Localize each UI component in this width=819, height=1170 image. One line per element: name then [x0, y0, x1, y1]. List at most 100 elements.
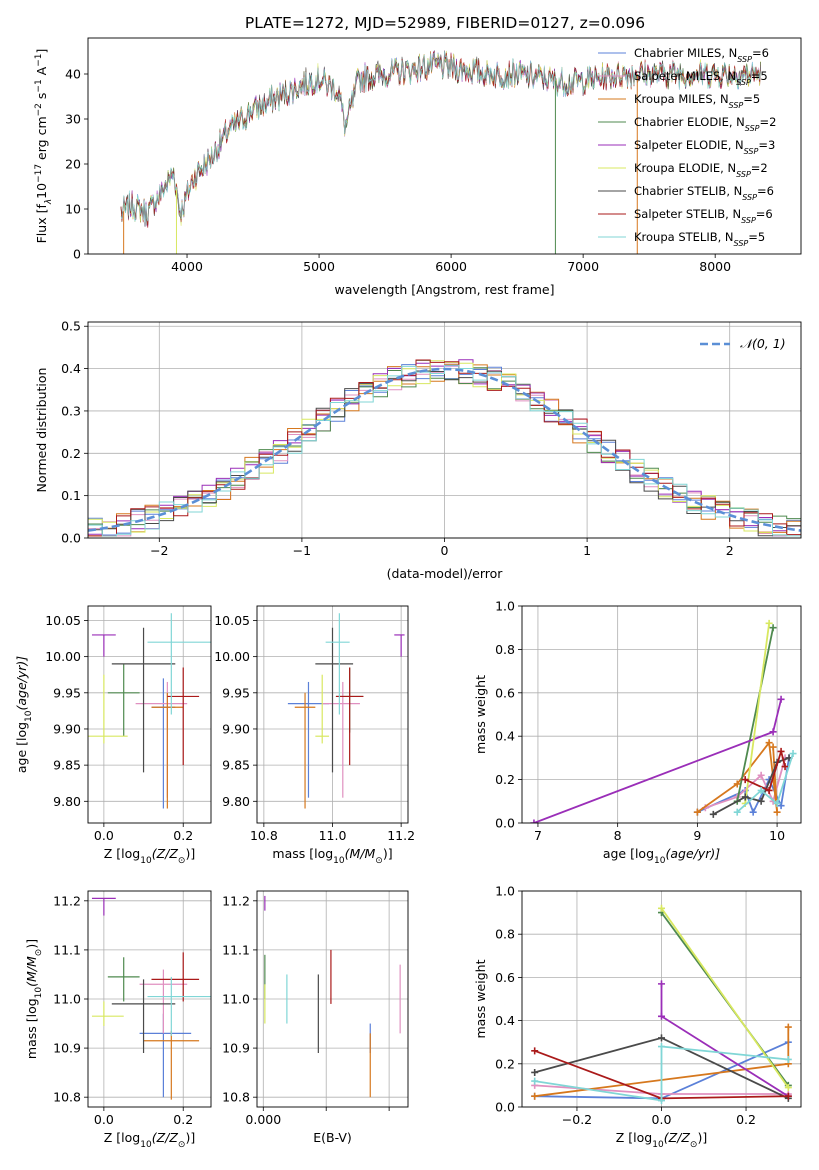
x-tick-label: 5000: [303, 259, 335, 274]
errorbar-point: [167, 667, 200, 766]
y-tick-label: 0.4: [495, 729, 515, 744]
errorbars: [91, 897, 211, 1100]
weight-marker: [777, 747, 785, 755]
errorbars: [88, 613, 211, 809]
errorbar-point: [294, 692, 316, 809]
y-tick-label: 9.80: [53, 794, 81, 809]
weight-marker: [777, 695, 785, 703]
y-tick-label: 0.8: [495, 642, 515, 657]
weight-series-line: [660, 983, 789, 1097]
errorbar-point: [107, 663, 140, 737]
y-tick-label: 11.0: [53, 992, 81, 1007]
y-tick-label: 11.0: [222, 992, 250, 1007]
x-tick-label: 0.2: [173, 1112, 193, 1127]
spectrum-lines: [120, 50, 761, 254]
errorbar-point: [147, 613, 211, 715]
histograms: [88, 359, 801, 537]
y-tick-label: 10.00: [214, 649, 250, 664]
legend-label: Chabrier ELODIE, NSSP=2: [634, 115, 776, 133]
residuals-panel: −2 −1 0 1 2 0.0 0.1 0.2 0.3 0.4 0.5 (data-model)/er…: [34, 319, 802, 581]
weight-marker: [769, 728, 777, 736]
y-tick-label: 0.2: [495, 772, 515, 787]
weight-marker: [530, 819, 538, 823]
y-tick-label: 0.5: [61, 319, 81, 334]
weight-marker: [709, 810, 717, 818]
y-tick-label: 20: [65, 157, 81, 172]
y-tick-label: 0.8: [495, 927, 515, 942]
x-tick-label: 8000: [699, 259, 731, 274]
age-vs-metallicity-panel: 0.0 0.2 9.80 9.85 9.90 9.95 10.00 10.05 Z [log10…: [14, 605, 212, 866]
y-tick-label: 0.4: [61, 361, 81, 376]
axes-frame: [87, 605, 212, 824]
weight-marker: [777, 802, 785, 810]
y-axis-label: mass weight: [473, 675, 488, 754]
y-tick-label: 10.8: [53, 1090, 81, 1105]
weight-marker: [658, 1034, 665, 1042]
x-axis-label: mass [log10(M/M⊙)]: [272, 846, 392, 866]
legend-label: Kroupa STELIB, NSSP=5: [634, 230, 765, 248]
axes-frame: [521, 605, 802, 824]
errorbar-point: [107, 957, 140, 1002]
errorbar-point: [147, 976, 211, 1036]
weight-marker: [741, 776, 749, 784]
weight-marker: [658, 1043, 665, 1051]
legend-label: Salpeter STELIB, NSSP=6: [634, 207, 773, 225]
y-tick-label: 0: [73, 247, 81, 262]
x-tick-label: 0.0: [652, 1112, 672, 1127]
y-tick-label: 10: [65, 202, 81, 217]
y-tick-label: 9.90: [222, 721, 250, 736]
x-tick-label: 11.0: [319, 828, 347, 843]
legend-label: Salpeter ELODIE, NSSP=3: [634, 138, 775, 156]
weight-marker: [658, 1012, 665, 1020]
weight-marker: [531, 1068, 539, 1076]
weight-marker: [741, 793, 749, 801]
weight-marker: [789, 750, 797, 758]
errorbar-point: [111, 627, 176, 773]
weight-series-line: [533, 699, 782, 823]
weight-marker: [531, 1047, 539, 1055]
errorbar-point: [315, 627, 354, 773]
errorbar-point: [111, 979, 176, 1053]
x-tick-label: 9: [693, 828, 701, 843]
errorbar-point: [335, 667, 364, 766]
y-tick-label: 10.9: [53, 1041, 81, 1056]
weight-marker: [749, 808, 757, 816]
y-tick-label: 1.0: [495, 599, 515, 614]
y-tick-label: 1.0: [495, 884, 515, 899]
y-axis-label: mass [log10(M/M⊙)]: [24, 939, 44, 1059]
weight-marker: [658, 904, 665, 912]
y-tick-label: 0.1: [61, 488, 81, 503]
weight-series-line: [534, 1045, 789, 1102]
y-tick-label: 11.2: [222, 893, 250, 908]
y-axis-label: Flux [fλ10−17 erg cm−2 s−1 A−1]: [34, 49, 54, 244]
y-tick-label: 11.2: [53, 893, 81, 908]
x-tick-label: 0.0: [94, 1112, 114, 1127]
y-tick-label: 0.3: [61, 403, 81, 418]
weight-marker: [531, 1077, 539, 1085]
y-tick-label: 0.2: [495, 1056, 515, 1071]
spectrum-legend: Chabrier MILES, NSSP=6 Salpeter MILES, NS…: [598, 46, 776, 248]
errorbar-point: [151, 692, 184, 809]
x-tick-label: 7: [534, 828, 542, 843]
x-tick-label: 10.8: [250, 828, 278, 843]
x-tick-label: 0.000: [245, 1112, 281, 1127]
errorbar-point: [151, 952, 200, 1002]
y-axis-label: age [log10(age/yr)]: [14, 656, 34, 773]
errorbar-point: [91, 634, 116, 657]
weight-marker: [784, 1092, 792, 1100]
errorbar-point: [322, 681, 360, 798]
y-axis-label: Normed distribution: [34, 368, 49, 493]
weight-lines: [531, 904, 792, 1105]
weight-marker: [733, 808, 741, 816]
y-tick-label: 0.4: [495, 1013, 515, 1028]
spectrum-panel: 4000 5000 6000 7000 8000 0 10 20 30 40 wavelength …: [34, 37, 802, 297]
figure-title: PLATE=1272, MJD=52989, FIBERID=0127, z=0…: [245, 14, 645, 32]
x-axis-label: age [log10(age/yr)]: [603, 846, 720, 866]
mass-vs-metallicity-panel: 0.0 0.2 10.8 10.9 11.0 11.1 11.2 Z [log10(Z/Z⊙)…: [24, 890, 212, 1150]
weight-marker: [773, 799, 781, 807]
y-tick-label: 9.95: [222, 685, 250, 700]
x-axis-label: Z [log10(Z/Z⊙)]: [616, 1130, 707, 1150]
weight-marker: [773, 808, 781, 816]
y-tick-label: 0.0: [495, 816, 515, 831]
